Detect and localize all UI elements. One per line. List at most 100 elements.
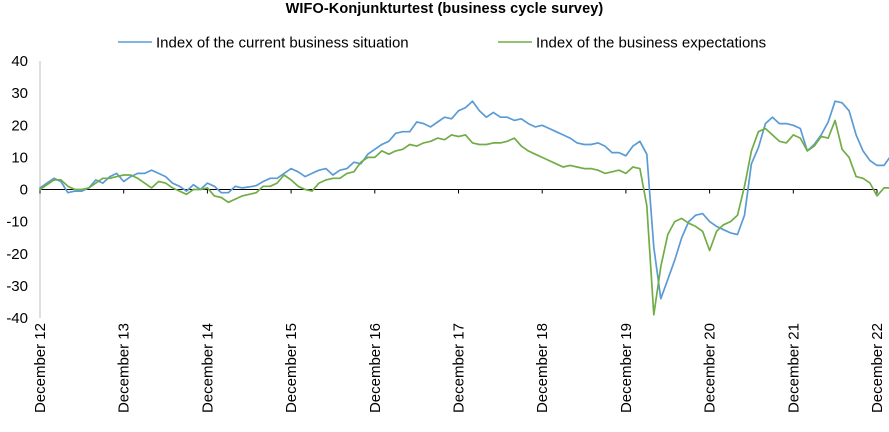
data-point-business-expectations bbox=[562, 166, 564, 168]
data-point-current-situation bbox=[102, 182, 104, 184]
data-point-business-expectations bbox=[820, 135, 822, 138]
data-point-current-situation bbox=[255, 185, 257, 187]
data-point-business-expectations bbox=[325, 179, 327, 181]
data-point-business-expectations bbox=[388, 153, 390, 155]
data-point-current-situation bbox=[395, 132, 397, 134]
data-point-current-situation bbox=[423, 123, 425, 125]
data-point-current-situation bbox=[555, 131, 557, 133]
data-point-current-situation bbox=[192, 184, 195, 186]
data-point-business-expectations bbox=[360, 161, 362, 163]
data-point-current-situation bbox=[618, 151, 620, 154]
data-point-current-situation bbox=[346, 168, 348, 170]
data-point-business-expectations bbox=[653, 314, 655, 316]
data-point-business-expectations bbox=[95, 182, 97, 184]
data-point-business-expectations bbox=[715, 230, 718, 232]
data-point-business-expectations bbox=[269, 185, 271, 187]
data-point-business-expectations bbox=[499, 142, 501, 144]
data-point-business-expectations bbox=[185, 193, 188, 195]
data-point-business-expectations bbox=[248, 193, 250, 195]
y-tick-label: -20 bbox=[6, 246, 28, 263]
data-point-business-expectations bbox=[667, 233, 669, 236]
data-point-current-situation bbox=[764, 123, 767, 125]
data-point-current-situation bbox=[604, 145, 606, 147]
y-tick-label: 40 bbox=[11, 53, 28, 70]
data-point-business-expectations bbox=[604, 172, 606, 175]
data-point-current-situation bbox=[388, 140, 390, 142]
data-point-business-expectations bbox=[450, 134, 453, 136]
data-point-business-expectations bbox=[339, 177, 341, 179]
data-point-current-situation bbox=[318, 169, 320, 171]
data-point-current-situation bbox=[625, 155, 627, 157]
data-point-current-situation bbox=[332, 174, 334, 176]
data-point-business-expectations bbox=[555, 163, 557, 165]
plot-area bbox=[39, 100, 889, 316]
data-point-business-expectations bbox=[883, 187, 885, 189]
data-point-business-expectations bbox=[471, 142, 474, 144]
x-tick-label: December 21 bbox=[785, 323, 802, 413]
data-point-current-situation bbox=[227, 192, 229, 194]
data-point-current-situation bbox=[506, 116, 508, 118]
data-point-business-expectations bbox=[639, 168, 641, 170]
data-point-current-situation bbox=[778, 123, 780, 125]
data-point-business-expectations bbox=[318, 182, 320, 184]
data-point-business-expectations bbox=[534, 153, 536, 155]
data-point-business-expectations bbox=[660, 266, 662, 268]
data-point-current-situation bbox=[297, 171, 299, 173]
legend-label-current-situation: Index of the current business situation bbox=[156, 35, 409, 52]
data-point-current-situation bbox=[646, 153, 648, 155]
data-point-business-expectations bbox=[346, 172, 348, 175]
data-point-current-situation bbox=[709, 221, 711, 223]
data-point-business-expectations bbox=[757, 131, 760, 133]
data-point-current-situation bbox=[213, 185, 215, 187]
data-point-business-expectations bbox=[618, 169, 620, 171]
data-point-current-situation bbox=[325, 168, 327, 170]
data-point-business-expectations bbox=[144, 182, 146, 184]
data-point-current-situation bbox=[681, 237, 683, 239]
data-point-current-situation bbox=[262, 180, 264, 183]
data-point-current-situation bbox=[206, 182, 208, 184]
data-point-business-expectations bbox=[39, 188, 41, 191]
data-point-current-situation bbox=[597, 142, 599, 144]
data-point-current-situation bbox=[144, 172, 146, 175]
data-point-business-expectations bbox=[862, 177, 864, 179]
data-point-business-expectations bbox=[876, 195, 878, 197]
data-point-current-situation bbox=[339, 169, 341, 171]
x-tick-label: December 22 bbox=[869, 323, 886, 413]
data-point-current-situation bbox=[729, 232, 732, 234]
data-point-current-situation bbox=[653, 246, 655, 248]
data-point-business-expectations bbox=[164, 182, 167, 184]
data-point-business-expectations bbox=[736, 214, 739, 216]
data-point-current-situation bbox=[290, 168, 292, 170]
data-point-business-expectations bbox=[199, 188, 202, 191]
data-point-business-expectations bbox=[695, 225, 697, 228]
data-point-business-expectations bbox=[227, 201, 229, 203]
data-point-business-expectations bbox=[569, 164, 571, 167]
data-point-business-expectations bbox=[834, 119, 836, 122]
data-point-current-situation bbox=[95, 179, 97, 181]
data-point-current-situation bbox=[67, 192, 69, 194]
data-point-business-expectations bbox=[234, 198, 236, 200]
data-point-current-situation bbox=[541, 124, 543, 126]
data-point-current-situation bbox=[743, 214, 746, 216]
data-point-current-situation bbox=[513, 119, 515, 122]
data-point-current-situation bbox=[374, 148, 376, 150]
data-point-current-situation bbox=[688, 221, 690, 223]
data-point-current-situation bbox=[402, 131, 404, 133]
data-point-current-situation bbox=[576, 142, 578, 144]
data-point-business-expectations bbox=[443, 139, 446, 141]
data-point-current-situation bbox=[151, 169, 153, 171]
data-point-current-situation bbox=[562, 134, 564, 136]
data-point-business-expectations bbox=[799, 137, 801, 139]
data-point-business-expectations bbox=[290, 179, 292, 181]
data-point-current-situation bbox=[715, 225, 718, 228]
data-point-current-situation bbox=[869, 159, 871, 162]
data-point-business-expectations bbox=[611, 171, 613, 173]
data-point-current-situation bbox=[74, 190, 76, 192]
data-point-current-situation bbox=[785, 123, 787, 125]
data-point-current-situation bbox=[241, 187, 243, 189]
data-point-business-expectations bbox=[255, 192, 257, 194]
data-point-current-situation bbox=[583, 143, 585, 146]
data-point-current-situation bbox=[750, 163, 753, 165]
y-tick-label: 10 bbox=[11, 149, 28, 166]
